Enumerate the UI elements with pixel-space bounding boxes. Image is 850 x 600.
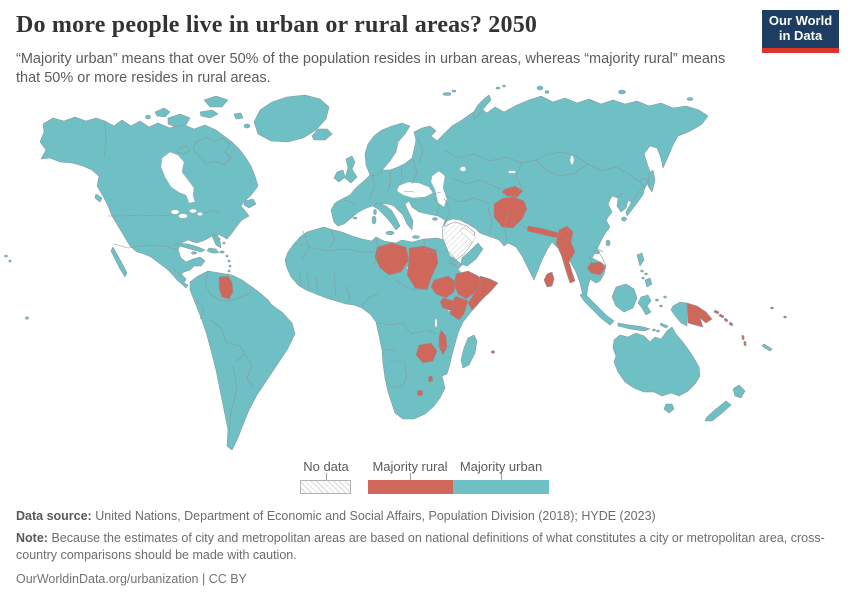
mindanao bbox=[644, 277, 653, 288]
luzon bbox=[636, 252, 645, 267]
country-south-sudan bbox=[430, 275, 457, 299]
legend-rural-swatch[interactable] bbox=[368, 480, 453, 494]
newfoundland bbox=[243, 198, 257, 209]
java bbox=[617, 322, 651, 332]
pacific-islands-samoa-tonga bbox=[770, 306, 774, 310]
madagascar bbox=[460, 334, 478, 369]
country-somalia bbox=[467, 275, 499, 311]
australia bbox=[612, 326, 701, 397]
cuba bbox=[174, 242, 206, 253]
owid-logo-accent-bar bbox=[762, 48, 839, 53]
country-mauritius bbox=[491, 350, 495, 354]
country-solomon-islands bbox=[713, 309, 720, 315]
country-lesotho bbox=[416, 389, 424, 397]
persian-gulf bbox=[459, 227, 477, 243]
majority-urban-landmasses[interactable] bbox=[4, 84, 773, 451]
chart-footer: Data source: United Nations, Department … bbox=[16, 508, 834, 588]
scandinavia bbox=[364, 122, 411, 177]
sumatra bbox=[579, 292, 615, 326]
owid-logo[interactable]: Our World in Data bbox=[762, 10, 839, 53]
country-papua-new-guinea bbox=[686, 302, 713, 328]
license-link[interactable]: OurWorldinData.org/urbanization | CC BY bbox=[16, 571, 247, 586]
note-label: Note: bbox=[16, 530, 48, 545]
country-myanmar bbox=[555, 225, 576, 284]
hispaniola bbox=[206, 247, 220, 254]
country-zimbabwe bbox=[415, 342, 438, 364]
borneo bbox=[611, 283, 638, 313]
landmass-greenland bbox=[253, 94, 330, 143]
oman bbox=[460, 242, 484, 267]
country-uganda bbox=[439, 297, 455, 312]
country-malawi bbox=[438, 329, 448, 356]
new-caledonia bbox=[761, 343, 773, 352]
aral-sea bbox=[459, 166, 467, 172]
japan bbox=[625, 186, 646, 217]
landmass-south-america bbox=[189, 270, 296, 451]
vancouver-island bbox=[94, 193, 103, 203]
owid-logo-text: Our World in Data bbox=[768, 13, 833, 43]
legend-no-data-swatch[interactable] bbox=[300, 480, 351, 494]
legend-tick bbox=[326, 473, 327, 480]
country-cambodia bbox=[586, 261, 606, 276]
new-zealand-south bbox=[704, 400, 732, 422]
country-chad bbox=[406, 245, 439, 291]
lakes-and-inland-seas bbox=[160, 151, 575, 328]
data-source-text: United Nations, Department of Economic a… bbox=[95, 509, 656, 523]
black-sea bbox=[396, 181, 434, 199]
note-text: Because the estimates of city and metrop… bbox=[16, 530, 825, 563]
west-new-guinea bbox=[670, 301, 688, 327]
legend-urban-swatch[interactable] bbox=[453, 480, 549, 494]
country-guyana bbox=[218, 275, 234, 300]
legend-urban-label: Majority urban bbox=[459, 459, 543, 474]
legend-tick bbox=[410, 473, 411, 480]
landmass-eurasia bbox=[330, 95, 709, 301]
landmass-africa bbox=[284, 226, 498, 420]
italy bbox=[372, 202, 401, 231]
lake-tanganyika bbox=[434, 318, 438, 328]
great-britain bbox=[344, 155, 358, 184]
license-line: OurWorldinData.org/urbanization | CC BY bbox=[16, 571, 834, 589]
caspian-sea bbox=[430, 170, 448, 208]
country-vanuatu bbox=[741, 334, 745, 341]
ireland bbox=[333, 169, 346, 183]
legend-tick bbox=[501, 473, 502, 480]
lake-baikal bbox=[570, 155, 575, 165]
legend-rural-label: Majority rural bbox=[372, 459, 448, 474]
country-sri-lanka bbox=[543, 271, 555, 288]
hudson-bay bbox=[160, 151, 196, 204]
lake-balkhash bbox=[507, 170, 517, 174]
country-eswatini bbox=[427, 375, 434, 383]
country-niger bbox=[374, 242, 410, 276]
country-afghanistan bbox=[493, 196, 528, 229]
majority-rural-countries[interactable] bbox=[218, 185, 787, 397]
iceland bbox=[311, 128, 333, 141]
sulawesi bbox=[637, 294, 652, 316]
country-borders bbox=[103, 121, 641, 439]
new-zealand-north bbox=[732, 384, 746, 399]
legend-no-data-label: No data bbox=[303, 459, 349, 474]
page-title: Do more people live in urban or rural ar… bbox=[16, 12, 538, 38]
baja-california bbox=[110, 246, 128, 278]
country-tajikistan bbox=[501, 185, 524, 198]
data-source-line: Data source: United Nations, Department … bbox=[16, 508, 834, 526]
note-line: Note: Because the estimates of city and … bbox=[16, 530, 834, 565]
tasmania bbox=[663, 403, 675, 414]
chart-subtitle: “Majority urban” means that over 50% of … bbox=[16, 51, 726, 87]
data-source-label: Data source: bbox=[16, 509, 92, 523]
